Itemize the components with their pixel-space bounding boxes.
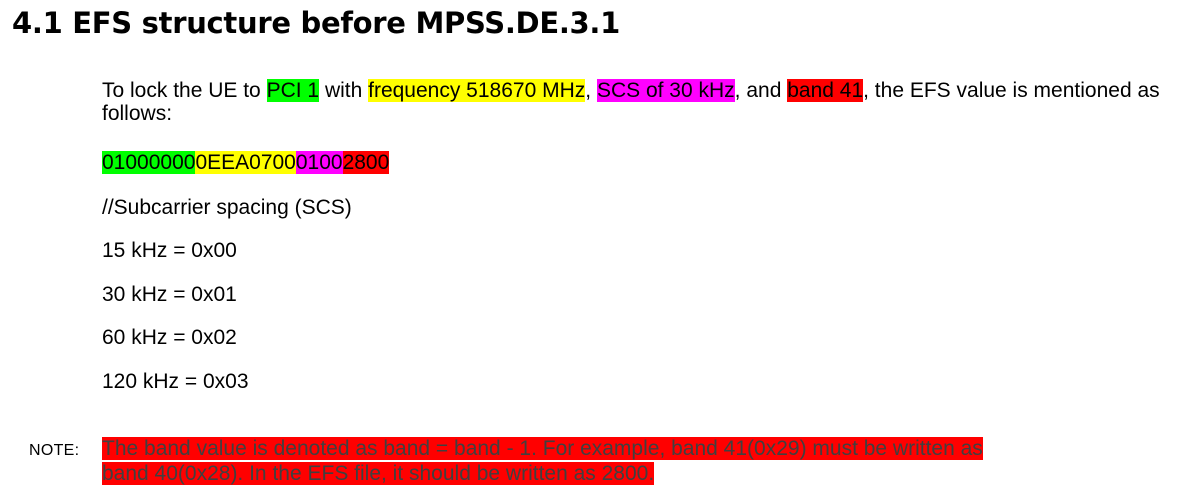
intro-text-4: , and <box>734 79 788 102</box>
efs-band-part: 2800 <box>342 151 390 174</box>
section-heading: 4.1 EFS structure before MPSS.DE.3.1 <box>12 6 621 40</box>
efs-value: 010000000EEA070001002800 <box>102 151 390 175</box>
efs-frequency-part: 0EEA0700 <box>195 151 296 174</box>
intro-text-2: with <box>319 79 369 102</box>
intro-paragraph: To lock the UE to PCI 1 with frequency 5… <box>102 79 1192 125</box>
pci-highlight: PCI 1 <box>266 79 320 102</box>
intro-text-1: To lock the UE to <box>102 79 267 102</box>
band-highlight: band 41 <box>787 79 864 102</box>
scs-row: 120 kHz = 0x03 <box>102 370 249 393</box>
frequency-highlight: frequency 518670 MHz <box>368 79 586 102</box>
scs-row: 60 kHz = 0x02 <box>102 326 237 349</box>
scs-comment: //Subcarrier spacing (SCS) <box>102 196 352 219</box>
scs-row: 15 kHz = 0x00 <box>102 239 237 262</box>
scs-row: 30 kHz = 0x01 <box>102 283 237 306</box>
note-line-1: The band value is denoted as band = band… <box>102 437 983 460</box>
note-text: The band value is denoted as band = band… <box>102 436 1162 486</box>
note-line-2: band 40(0x28). In the EFS file, it shoul… <box>102 462 655 485</box>
note-label: NOTE: <box>29 442 80 459</box>
efs-scs-part: 0100 <box>295 151 343 174</box>
intro-text-3: , <box>585 79 597 102</box>
intro-text-5: , the EFS value is mentioned as follows: <box>102 79 1160 125</box>
scs-highlight: SCS of 30 kHz <box>596 79 735 102</box>
efs-pci-part: 01000000 <box>102 151 196 174</box>
